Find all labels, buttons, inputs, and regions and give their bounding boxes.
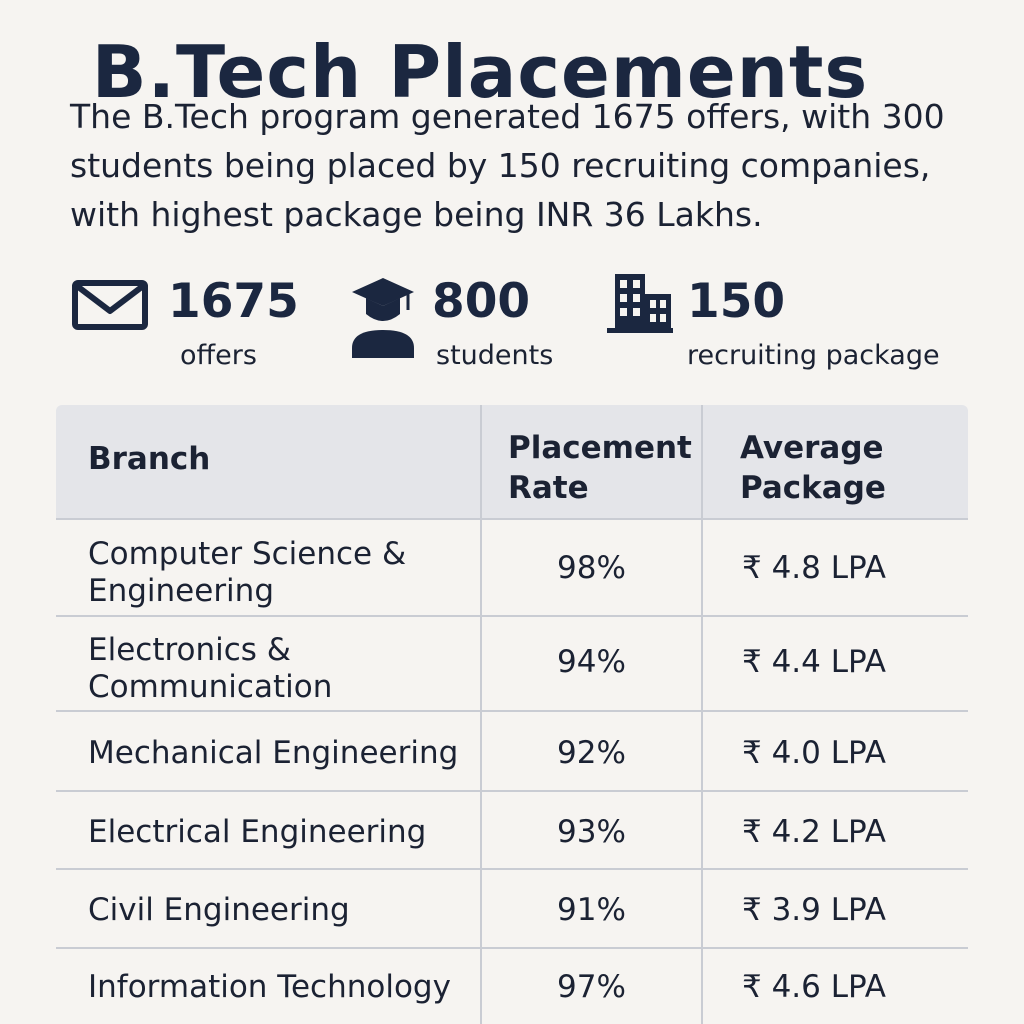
table-cell-branch: Electronics & Communication [88, 632, 333, 705]
table-cell-rate: 93% [557, 814, 626, 850]
table-cell-branch: Computer Science & Engineering [88, 536, 407, 609]
table-cell-rate: 94% [557, 644, 626, 680]
stat-offers-value: 1675 [168, 274, 299, 329]
stat-recruiting-value: 150 [687, 274, 786, 329]
table-cell-package: ₹ 4.2 LPA [742, 814, 886, 850]
table-cell-rate: 97% [557, 969, 626, 1005]
row-divider [56, 710, 968, 712]
intro-paragraph: The B.Tech program generated 1675 offers… [70, 97, 945, 234]
row-divider [56, 947, 968, 949]
row-divider [56, 868, 968, 870]
stat-offers-label: offers [180, 340, 257, 371]
table-cell-branch: Electrical Engineering [88, 814, 427, 850]
envelope-icon [72, 280, 148, 334]
table-header [56, 405, 968, 519]
table-cell-package: ₹ 4.0 LPA [742, 735, 886, 771]
stat-students-value: 800 [432, 274, 531, 329]
building-icon [607, 272, 673, 338]
table-cell-package: ₹ 4.8 LPA [742, 550, 886, 586]
table-cell-rate: 92% [557, 735, 626, 771]
column-divider [701, 405, 703, 1024]
column-header-branch: Branch [88, 441, 211, 477]
row-divider [56, 790, 968, 792]
stat-recruiting-label: recruiting package [687, 340, 940, 371]
stat-students-label: students [436, 340, 554, 371]
table-cell-package: ₹ 4.4 LPA [742, 644, 886, 680]
stat-recruiting: 150 recruiting package [607, 270, 940, 380]
table-cell-package: ₹ 4.6 LPA [742, 969, 886, 1005]
stat-offers: 1675 offers [72, 270, 302, 380]
graduate-icon [350, 276, 416, 362]
table-cell-rate: 98% [557, 550, 626, 586]
table-cell-rate: 91% [557, 892, 626, 928]
table-cell-package: ₹ 3.9 LPA [742, 892, 886, 928]
column-header-average-package: Average Package [740, 430, 886, 506]
stat-students: 800 students [350, 270, 580, 380]
table-cell-branch: Information Technology [88, 969, 451, 1005]
column-divider [480, 405, 482, 1024]
page-title: B.Tech Placements [91, 30, 869, 115]
table-cell-branch: Mechanical Engineering [88, 735, 459, 771]
table-cell-branch: Civil Engineering [88, 892, 350, 928]
row-divider [56, 518, 968, 520]
placements-table: Branch Placement Rate Average Package Co… [56, 405, 968, 1024]
row-divider [56, 615, 968, 617]
column-header-placement-rate: Placement Rate [508, 430, 692, 506]
